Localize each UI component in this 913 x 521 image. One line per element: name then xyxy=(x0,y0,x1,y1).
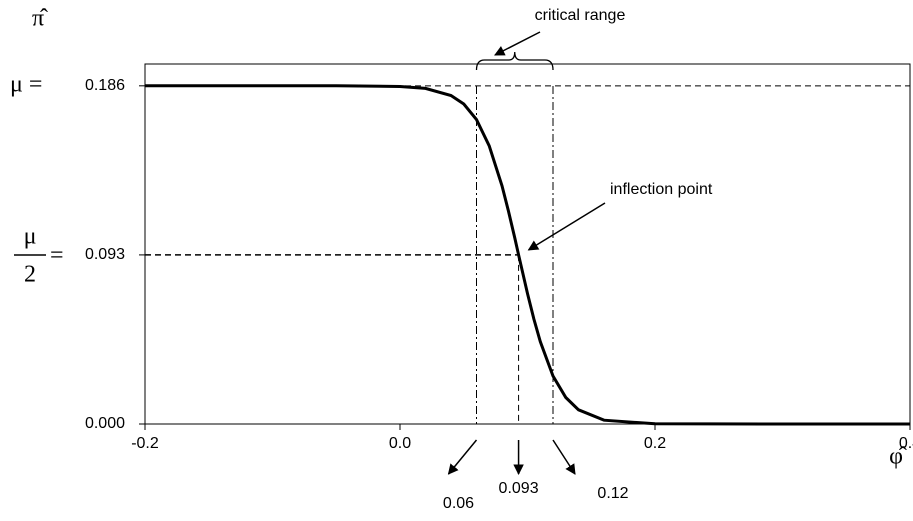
x-tick-label: 0.2 xyxy=(644,435,666,452)
marker-arrow xyxy=(552,439,576,475)
y-tick-label: 0.093 xyxy=(85,246,125,263)
marker-label: 0.06 xyxy=(443,495,474,512)
critical-brace xyxy=(475,51,554,71)
x-axis-title: φ̂ xyxy=(889,444,907,470)
mu-label: μ = xyxy=(10,72,42,98)
half-mu-denominator: 2 xyxy=(24,262,36,288)
annotation: inflection point xyxy=(610,181,713,198)
half-mu-equals: = xyxy=(50,243,64,269)
x-tick-label: 0.0 xyxy=(389,435,411,452)
y-tick-label: 0.000 xyxy=(85,415,125,432)
annotation: critical range xyxy=(535,7,626,24)
curve xyxy=(145,84,910,426)
y-tick-label: 0.186 xyxy=(85,77,125,94)
y-axis-title: π̂ xyxy=(32,6,48,32)
x-tick-label: -0.2 xyxy=(131,435,159,452)
annotation-arrow xyxy=(494,31,541,56)
marker-label: 0.12 xyxy=(597,485,628,502)
annotation-arrow xyxy=(527,202,606,251)
half-mu-numerator: μ xyxy=(24,224,37,250)
plot-frame xyxy=(144,63,911,425)
x-tick-label: 0.4 xyxy=(899,435,913,452)
marker-label: 0.093 xyxy=(499,480,539,497)
marker-arrow xyxy=(447,439,478,475)
